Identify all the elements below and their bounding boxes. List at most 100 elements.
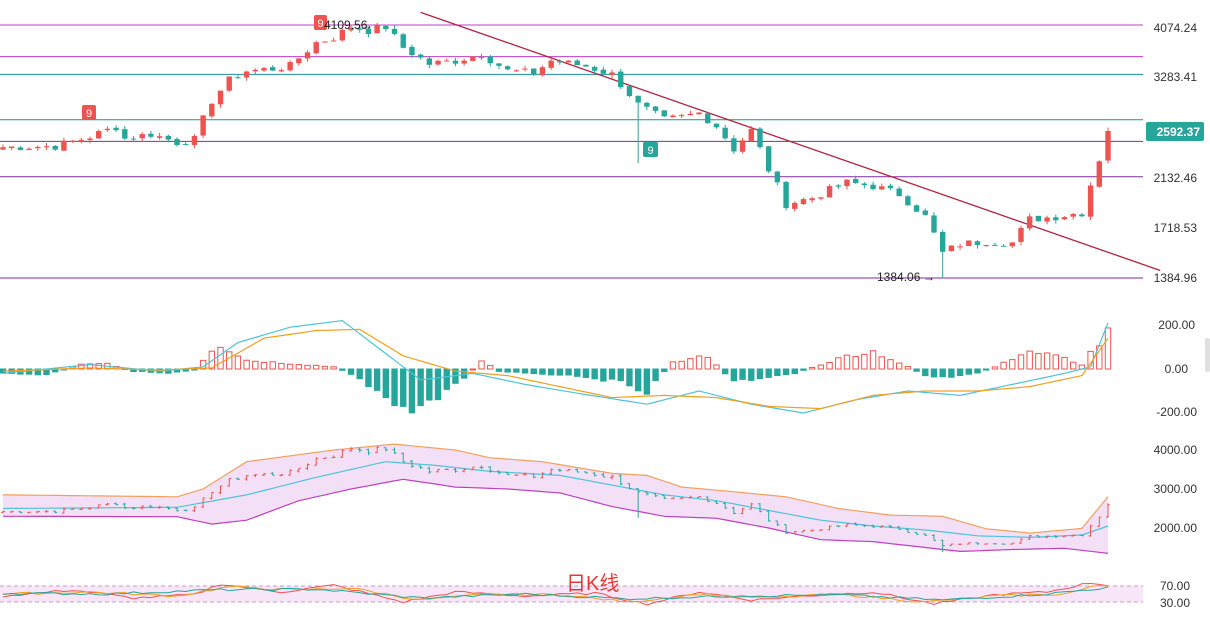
candle-body — [800, 199, 807, 204]
rsi-line — [2, 586, 1109, 601]
macd-histogram-bar — [234, 355, 242, 370]
macd-histogram-bar — [1069, 361, 1077, 370]
boll-axis: 4000.00 3000.00 2000.00 — [1154, 443, 1198, 535]
high-price-arrow: → — [361, 18, 373, 32]
candle-body — [957, 246, 963, 248]
candle-body — [417, 54, 424, 58]
macd-histogram-bar — [922, 368, 929, 377]
candle-body — [1000, 245, 1007, 247]
candle-body — [696, 112, 702, 115]
candle-body — [757, 128, 763, 148]
macd-histogram-bar — [487, 364, 494, 370]
macd-histogram-bar — [878, 356, 885, 370]
candle-body — [270, 67, 276, 71]
candle-body — [670, 115, 676, 118]
macd-histogram-bar — [269, 361, 276, 370]
candle-body — [0, 147, 6, 150]
candle-body — [557, 61, 563, 63]
macd-histogram-bar — [808, 366, 816, 370]
macd-histogram-bar — [930, 368, 938, 378]
candle-body — [165, 135, 172, 140]
td-marker-mid-label: 9 — [647, 145, 653, 157]
macd-histogram-bar — [608, 368, 616, 380]
macd-histogram-bar — [939, 368, 946, 378]
candle-body — [748, 128, 754, 141]
macd-histogram-bar — [895, 362, 903, 370]
macd-histogram-bar — [1052, 354, 1059, 370]
macd-histogram-bar — [965, 368, 972, 375]
side-panel-handle[interactable] — [1205, 338, 1210, 372]
macd-histogram-bar — [521, 368, 529, 374]
candle-body — [835, 185, 841, 187]
macd-histogram-bar — [217, 346, 224, 370]
macd-histogram-bar — [739, 368, 746, 380]
candle-body — [435, 60, 441, 65]
macd-histogram-bar — [565, 368, 572, 376]
macd-histogram-bar — [513, 368, 520, 373]
candle-body — [78, 139, 85, 142]
boll-axis-tick: 2000.00 — [1154, 521, 1198, 535]
macd-histogram-bar — [408, 368, 416, 414]
trendline — [420, 11, 1161, 272]
candle-body — [983, 245, 989, 247]
macd-histogram-bar — [547, 368, 555, 376]
current-price-value: 2592.37 — [1157, 125, 1201, 139]
candle-body — [104, 128, 111, 131]
candle-body — [148, 133, 154, 137]
candle-body — [156, 136, 163, 138]
macd-histogram-bar — [278, 362, 285, 370]
td-marker-mid-bg — [643, 142, 658, 157]
macd-histogram-bar — [539, 368, 546, 375]
td-marker-high-label: 9 — [317, 18, 323, 30]
macd-histogram-bar — [600, 368, 607, 382]
low-price-arrow: → — [923, 270, 935, 284]
candle-body — [339, 29, 346, 41]
candle-body — [357, 28, 363, 30]
macd-histogram-bar — [852, 356, 859, 370]
candle-body — [69, 140, 76, 142]
macd-histogram-bar — [1026, 350, 1033, 370]
rsi-axis-tick: 30.00 — [1160, 596, 1190, 610]
macd-histogram-bar — [626, 368, 633, 387]
macd-histogram-bar — [1043, 352, 1051, 370]
macd-histogram-bar — [252, 360, 259, 370]
candle-body — [583, 64, 589, 67]
candle-body — [705, 113, 711, 124]
macd-histogram-bar — [495, 368, 503, 372]
macd-histogram-bar — [669, 361, 677, 370]
candle-body — [1035, 215, 1042, 222]
macd-histogram-bar — [86, 363, 94, 370]
macd-histogram-bar — [765, 368, 772, 378]
bollinger-mid-line — [2, 461, 1109, 539]
candle-body — [444, 60, 450, 62]
candle-body — [905, 196, 911, 206]
candle-body — [391, 28, 398, 34]
macd-histogram-bar — [321, 365, 329, 370]
candle-body — [478, 56, 485, 58]
price-axis-tick: 1384.96 — [1154, 271, 1198, 285]
candle-body — [713, 123, 720, 128]
candle-body — [1009, 242, 1015, 247]
candle-body — [731, 138, 737, 152]
candle-body — [513, 70, 520, 72]
bollinger-lower-line — [3, 478, 1109, 554]
candle-body — [1096, 161, 1102, 187]
macd-histogram-bar — [1104, 327, 1112, 370]
rsi-axis: 70.00 30.00 — [1160, 579, 1190, 610]
signal-line — [2, 328, 1109, 410]
macd-histogram-bar — [678, 360, 685, 370]
candle-body — [252, 69, 259, 72]
candle-body — [992, 244, 998, 246]
candle-body — [1018, 227, 1024, 242]
candle-body — [974, 241, 981, 245]
candle-body — [496, 63, 502, 66]
candle-body — [504, 66, 511, 70]
td-marker-left-label: 9 — [86, 108, 92, 120]
macd-histogram-bar — [1009, 359, 1016, 370]
macd-histogram-bar — [782, 368, 790, 376]
macd-line — [2, 319, 1109, 414]
macd-histogram-bar — [913, 368, 920, 372]
candle-body — [383, 25, 389, 30]
macd-histogram-bar — [748, 368, 755, 381]
